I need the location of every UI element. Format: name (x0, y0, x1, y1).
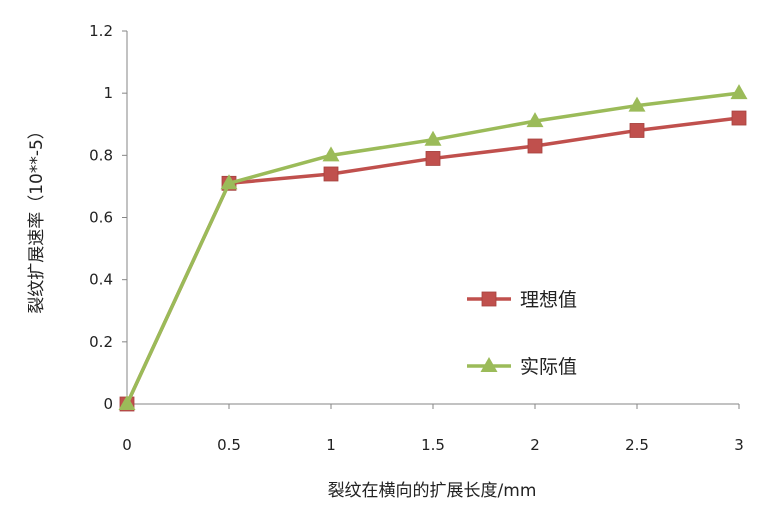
data-point (425, 151, 441, 166)
x-tick-label: 2.5 (625, 436, 649, 454)
x-tick-label: 3 (734, 436, 744, 454)
x-tick-label: 0 (122, 436, 132, 454)
x-tick-label: 0.5 (217, 436, 241, 454)
legend-label: 理想值 (520, 289, 577, 311)
legend-label: 实际值 (520, 356, 577, 378)
x-tick-label: 1 (326, 436, 336, 454)
data-point (424, 130, 442, 146)
y-tick-label: 0.4 (89, 271, 113, 289)
x-tick-label: 2 (530, 436, 540, 454)
y-tick-label: 0 (103, 395, 113, 413)
data-point (628, 96, 646, 112)
y-tick-label: 1.2 (89, 22, 113, 40)
y-tick-label: 0.6 (89, 209, 113, 227)
series-layer (118, 84, 748, 412)
legend-marker (481, 291, 497, 307)
x-axis-title: 裂纹在横向的扩展长度/mm (328, 481, 537, 501)
data-point (220, 174, 238, 190)
legend-item: 理想值 (467, 289, 577, 311)
legend-marker (480, 357, 498, 372)
data-point (118, 395, 136, 410)
x-tick-label: 1.5 (421, 436, 445, 454)
legend-item: 实际值 (467, 356, 577, 378)
data-point (731, 110, 747, 126)
series-1 (119, 110, 747, 412)
x-axis-ticks: 0 0.5 1 1.5 2 2.5 3 (122, 404, 744, 454)
data-point (526, 112, 544, 128)
axes (126, 31, 739, 405)
y-tick-label: 0.8 (89, 146, 113, 164)
data-point (527, 138, 543, 154)
y-axis-ticks: 0 0.2 0.4 0.6 0.8 1 1.2 (89, 22, 127, 413)
y-tick-label: 1 (103, 84, 113, 102)
y-axis-title: 裂纹扩展速率（10**-5） (27, 122, 47, 314)
y-tick-label: 0.2 (89, 333, 113, 351)
data-point (730, 84, 748, 100)
series-2 (118, 84, 748, 410)
data-point (629, 123, 645, 138)
data-point (323, 166, 339, 182)
data-point (322, 146, 340, 162)
